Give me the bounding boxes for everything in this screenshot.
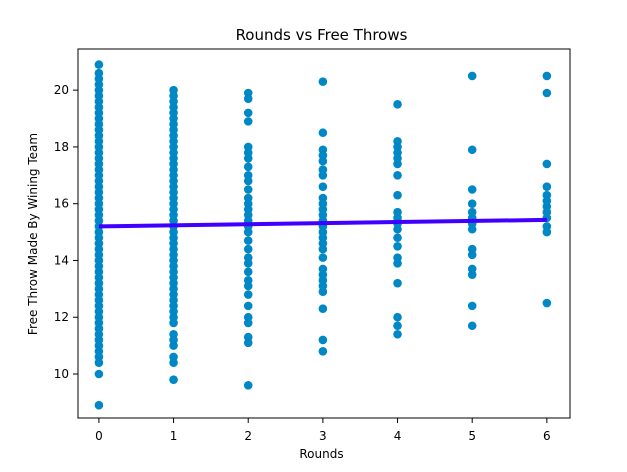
data-point [243,162,253,172]
data-point [318,182,328,191]
y-tick-label: 12 [54,310,69,324]
data-point [94,400,104,410]
x-tick-label: 1 [170,429,178,443]
data-point [393,253,402,262]
data-point [318,165,328,174]
plot-layer [94,60,552,410]
data-point [243,253,253,262]
data-point [318,264,328,274]
data-point [243,332,253,342]
data-point [542,222,552,231]
y-tick-label: 10 [54,367,69,381]
data-point [393,207,402,217]
y-tick-label: 20 [54,83,69,97]
data-point [243,244,253,254]
data-point [542,71,552,81]
data-point [467,321,477,331]
y-tick-label: 16 [54,197,69,211]
plot-frame [77,48,571,419]
data-point [318,335,328,345]
y-axis-label: Free Throw Made By Wining Team [26,133,40,335]
data-point [318,145,328,155]
x-tick-label: 4 [394,429,402,443]
chart-title: Rounds vs Free Throws [236,26,408,44]
data-point [243,236,253,245]
data-point [542,298,552,308]
data-point [467,301,477,311]
data-point [542,190,552,200]
data-point [94,369,104,379]
data-point [169,375,178,384]
data-point [169,352,178,362]
data-point [393,136,402,146]
data-point [94,68,104,78]
data-point [243,142,253,152]
data-point [243,290,253,299]
data-point [542,159,552,169]
data-point [318,128,328,138]
data-point [467,199,477,208]
data-point [243,193,253,203]
data-point [393,278,402,288]
y-tick-label: 18 [54,140,69,154]
data-point [318,304,328,314]
data-point [393,171,402,180]
data-point [467,185,477,194]
data-point [467,207,477,217]
data-point [94,60,104,69]
data-point [243,117,253,126]
data-point [243,301,253,311]
x-tick-label: 6 [543,429,551,443]
data-point [169,85,178,95]
data-point [393,100,402,109]
data-point [467,264,477,274]
x-tick-label: 5 [468,429,476,443]
data-point [542,182,552,191]
data-point [243,312,253,322]
x-tick-label: 3 [319,429,327,443]
data-point [393,329,402,339]
data-point [393,321,402,331]
data-point [243,267,253,277]
data-point [243,88,253,98]
data-point [467,71,477,81]
data-point [243,171,253,180]
data-point [243,276,253,285]
y-tick-label: 14 [54,253,69,267]
data-point [318,193,328,203]
data-point [467,145,477,155]
data-point [243,381,253,390]
x-axis-label: Rounds [299,447,343,461]
trend-line [98,217,547,229]
data-point [243,185,253,194]
x-tick-label: 2 [244,429,252,443]
data-point [393,241,402,251]
data-point [393,312,402,322]
data-point [318,253,328,262]
data-point [393,233,402,243]
data-point [467,244,477,254]
data-point [318,77,328,86]
x-tick-label: 0 [95,429,103,443]
data-point [169,329,178,339]
data-point [393,190,402,200]
data-point [542,88,552,98]
data-point [243,108,253,118]
data-point [318,346,328,356]
